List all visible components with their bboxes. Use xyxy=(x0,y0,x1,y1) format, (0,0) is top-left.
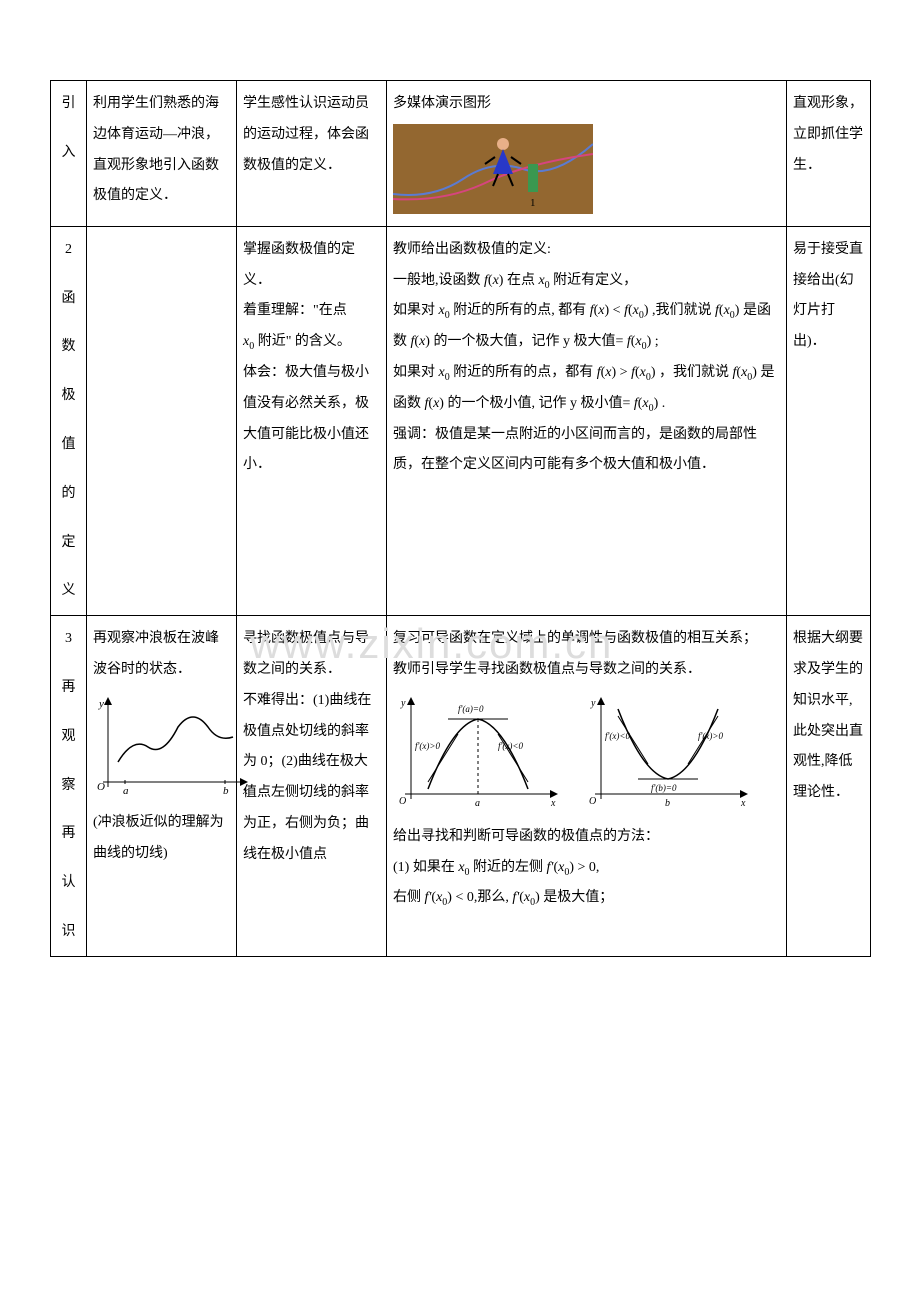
teacher-cell: 教师给出函数极值的定义: 一般地,设函数 f(x) 在点 x0 附近有定义， 如… xyxy=(387,226,787,615)
stage-char: 认 xyxy=(62,868,76,899)
cell-text: (冲浪板近似的理解为曲线的切线) xyxy=(93,808,230,870)
teacher-cell: 复习可导函数在定义域上的单调性与函数极值的相互关系； 教师引导学生寻找函数极值点… xyxy=(387,616,787,957)
svg-text:1: 1 xyxy=(530,197,536,209)
activity-cell: 寻找函数极值点与导数之间的关系． 不难得出：(1)曲线在极值点处切线的斜率为 0… xyxy=(237,616,387,957)
svg-text:y: y xyxy=(400,698,406,709)
stage-char: 值 xyxy=(62,430,76,461)
wave-curve-graphic: O y x a b xyxy=(93,692,253,802)
cell-text: 再观察冲浪板在波峰波谷时的状态． xyxy=(93,624,230,686)
derivative-graphs: O y x a f'(a)=0 f'(x)>0 f'(x)<0 xyxy=(393,694,780,814)
cell-text: 学生感性认识运动员的运动过程，体会函数极值的定义． xyxy=(243,96,369,173)
stage-cell: 3 再 观 察 再 认 识 xyxy=(51,616,87,957)
svg-text:f'(x)<0: f'(x)<0 xyxy=(605,731,630,741)
svg-text:O: O xyxy=(589,796,596,807)
cell-text: 多媒体演示图形 xyxy=(393,89,780,120)
table-row: 3 再 观 察 再 认 识 再观察冲浪板在波峰波谷时的状态． O y x xyxy=(51,616,871,957)
stage-char: 2 xyxy=(65,235,72,266)
cell-text: 复习可导函数在定义域上的单调性与函数极值的相互关系； xyxy=(393,624,780,655)
note-cell: 易于接受直接给出(幻灯片打出)． xyxy=(787,226,871,615)
stage-char: 再 xyxy=(62,819,76,850)
stage-char: 入 xyxy=(62,138,76,169)
svg-text:f'(x)>0: f'(x)>0 xyxy=(698,731,723,741)
stage-char: 定 xyxy=(62,528,76,559)
min-graph: O y x b f'(x)<0 f'(x)>0 f'(b)=0 xyxy=(583,694,753,814)
stage-char: 函 xyxy=(62,284,76,315)
note-cell: 根据大纲要求及学生的知识水平,此处突出直观性,降低理论性． xyxy=(787,616,871,957)
stage-cell: 2 函 数 极 值 的 定 义 xyxy=(51,226,87,615)
svg-text:y: y xyxy=(98,698,104,710)
stage-char: 引 xyxy=(62,89,76,120)
svg-text:f'(b)=0: f'(b)=0 xyxy=(651,783,677,793)
teacher-cell: 多媒体演示图形 1 xyxy=(387,81,787,227)
cell-text: (1) 如果在 x0 附近的左侧 f'(x0) > 0, xyxy=(393,853,780,884)
note-cell: 直观形象，立即抓住学生． xyxy=(787,81,871,227)
svg-text:y: y xyxy=(590,698,596,709)
cell-text: 如果对 x0 附近的所有的点，都有 f(x) > f(x0) ，我们就说 f(x… xyxy=(393,358,780,420)
svg-text:b: b xyxy=(223,785,229,797)
svg-text:f'(a)=0: f'(a)=0 xyxy=(458,704,484,714)
cell-text: 教师引导学生寻找函数极值点与导数之间的关系． xyxy=(393,655,780,686)
stage-char: 识 xyxy=(62,917,76,948)
stage-char: 3 xyxy=(65,624,72,655)
cell-text: 利用学生们熟悉的海边体育运动—冲浪，直观形象地引入函数极值的定义． xyxy=(93,96,219,203)
stage-cell: 引 入 xyxy=(51,81,87,227)
cell-text: 强调：极值是某一点附近的小区间而言的，是函数的局部性质，在整个定义区间内可能有多… xyxy=(393,420,780,482)
cell-text: 右侧 f'(x0) < 0,那么, f'(x0) 是极大值； xyxy=(393,883,780,914)
stage-char: 再 xyxy=(62,673,76,704)
cell-text: 直观形象，立即抓住学生． xyxy=(793,96,863,173)
cell-text: 根据大纲要求及学生的知识水平,此处突出直观性,降低理论性． xyxy=(793,631,863,800)
cell-text: 教师给出函数极值的定义: xyxy=(393,235,780,266)
content-cell: 再观察冲浪板在波峰波谷时的状态． O y x a b (冲浪板近似的理 xyxy=(87,616,237,957)
svg-text:O: O xyxy=(399,796,406,807)
content-cell xyxy=(87,226,237,615)
cell-text: 易于接受直接给出(幻灯片打出)． xyxy=(793,242,863,349)
cell-text: 如果对 x0 附近的所有的点, 都有 f(x) < f(x0) ,我们就说 f(… xyxy=(393,296,780,358)
stage-char: 观 xyxy=(62,722,76,753)
activity-cell: 学生感性认识运动员的运动过程，体会函数极值的定义． xyxy=(237,81,387,227)
stage-char: 数 xyxy=(62,332,76,363)
stage-char: 极 xyxy=(62,381,76,412)
svg-text:O: O xyxy=(97,781,105,793)
max-graph: O y x a f'(a)=0 f'(x)>0 f'(x)<0 xyxy=(393,694,563,814)
svg-text:f'(x)<0: f'(x)<0 xyxy=(498,741,523,751)
svg-text:b: b xyxy=(665,798,670,809)
svg-text:a: a xyxy=(475,798,480,809)
table-row: 引 入 利用学生们熟悉的海边体育运动—冲浪，直观形象地引入函数极值的定义． 学生… xyxy=(51,81,871,227)
lesson-plan-table: 引 入 利用学生们熟悉的海边体育运动—冲浪，直观形象地引入函数极值的定义． 学生… xyxy=(50,80,871,957)
svg-text:a: a xyxy=(123,785,129,797)
svg-text:f'(x)>0: f'(x)>0 xyxy=(415,741,440,751)
svg-text:x: x xyxy=(242,785,248,797)
stage-char: 义 xyxy=(62,576,76,607)
cell-text: 给出寻找和判断可导函数的极值点的方法： xyxy=(393,822,780,853)
demo-graphic: 1 xyxy=(393,124,593,214)
content-cell: 利用学生们熟悉的海边体育运动—冲浪，直观形象地引入函数极值的定义． xyxy=(87,81,237,227)
svg-text:x: x xyxy=(550,798,556,809)
stage-char: 的 xyxy=(62,479,76,510)
stage-char: 察 xyxy=(62,771,76,802)
table-row: 2 函 数 极 值 的 定 义 掌握函数极值的定义． 着重理解："在点 x0 附… xyxy=(51,226,871,615)
svg-text:x: x xyxy=(740,798,746,809)
cell-text: 一般地,设函数 f(x) 在点 x0 附近有定义， xyxy=(393,266,780,297)
activity-cell: 掌握函数极值的定义． 着重理解："在点 x0 附近" 的含义。 体会：极大值与极… xyxy=(237,226,387,615)
